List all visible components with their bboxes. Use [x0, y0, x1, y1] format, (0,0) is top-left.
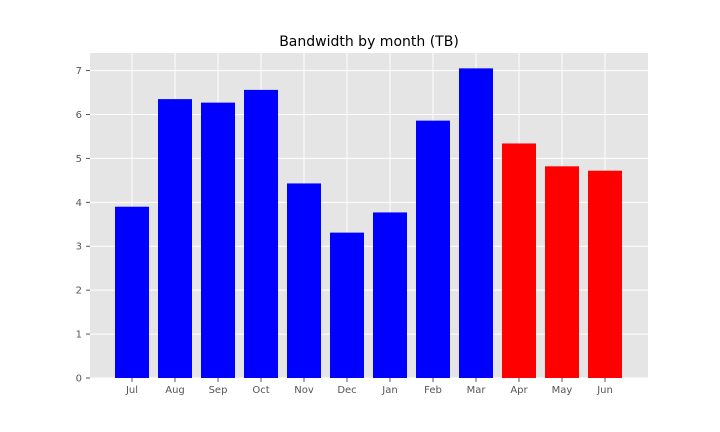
bar-may — [545, 166, 579, 378]
bar-apr — [502, 143, 536, 378]
bar-mar — [459, 68, 493, 379]
bar-jun — [588, 170, 622, 378]
y-tick-label: 6 — [76, 110, 82, 121]
x-tick-label-dec: Dec — [337, 385, 356, 396]
x-tick-label-jul: Jul — [125, 385, 138, 396]
bar-jul — [115, 206, 149, 378]
x-tick-label-sep: Sep — [209, 385, 228, 396]
x-tick-label-apr: Apr — [510, 385, 528, 396]
bar-sep — [201, 102, 235, 378]
bar-oct — [244, 89, 278, 378]
x-tick-label-jun: Jun — [596, 385, 613, 396]
x-tick-label-aug: Aug — [165, 385, 185, 396]
x-tick-label-may: May — [552, 385, 573, 396]
y-tick-label: 7 — [76, 66, 82, 77]
x-tick-label-oct: Oct — [252, 385, 269, 396]
y-tick-label: 1 — [76, 330, 82, 341]
x-tick-label-nov: Nov — [294, 385, 314, 396]
x-tick-label-mar: Mar — [467, 385, 487, 396]
bar-nov — [287, 183, 321, 378]
y-tick-label: 4 — [76, 198, 82, 209]
y-tick-label: 2 — [76, 286, 82, 297]
y-axis: 0 1 2 3 4 5 6 7 — [76, 66, 90, 385]
x-tick-label-jan: Jan — [381, 385, 397, 396]
bar-dec — [330, 232, 364, 378]
y-tick-label: 5 — [76, 154, 82, 165]
y-tick-label: 0 — [76, 374, 82, 385]
bar-aug — [158, 99, 192, 378]
x-axis: Jul Aug Sep Oct Nov Dec Jan Feb Mar Apr May Jun — [125, 378, 613, 396]
bar-layer — [115, 68, 622, 379]
chart-title: Bandwidth by month (TB) — [279, 34, 459, 50]
bar-jan — [373, 212, 407, 378]
x-tick-label-feb: Feb — [424, 385, 442, 396]
bar-feb — [416, 120, 450, 378]
y-tick-label: 3 — [76, 242, 82, 253]
